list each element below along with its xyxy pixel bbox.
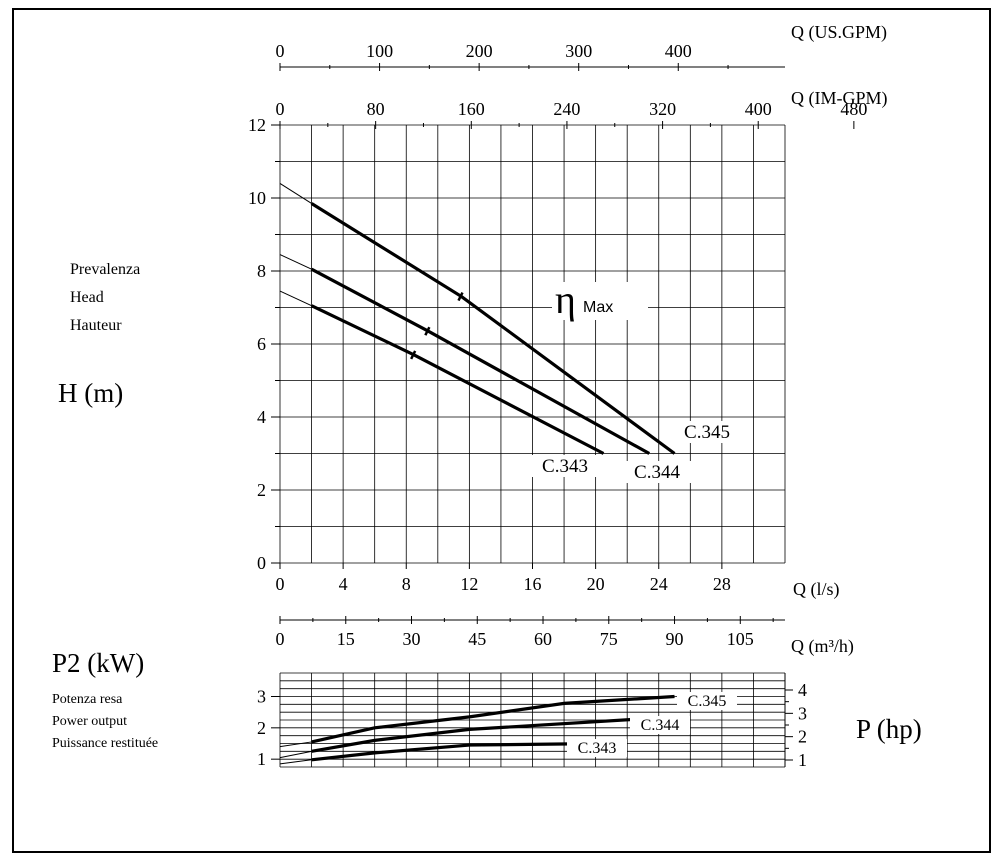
axis-tick-label-imgpm: 0 — [276, 99, 285, 119]
eta-max-marker-C.345 — [457, 291, 464, 302]
head-y-tick-label: 10 — [248, 188, 266, 208]
axis-tick-label-ls: 0 — [276, 574, 285, 594]
power-curve-label-bg — [677, 692, 737, 710]
power-label-block: Potenza resa Power output Puissance rest… — [52, 689, 158, 755]
power-y-tick-label: 3 — [257, 687, 266, 707]
power-label-en: Power output — [52, 714, 128, 729]
power-curve-C.345 — [311, 694, 675, 744]
head-curve-label-bg — [619, 461, 695, 483]
axis-tick-label-imgpm: 320 — [649, 99, 676, 119]
power-hp-tick-label: 3 — [798, 703, 807, 723]
axis-tick-label-ls: 4 — [339, 574, 348, 594]
power-curve-C.344 — [311, 716, 650, 753]
axis-tick-label-imgpm: 160 — [458, 99, 485, 119]
head-y-tick-label: 4 — [257, 407, 266, 427]
head-label-en: Head — [70, 289, 104, 306]
power-y-tick-label: 2 — [257, 718, 266, 738]
head-y-tick-label: 8 — [257, 261, 266, 281]
axis-tick-label-imgpm: 240 — [553, 99, 580, 119]
axis-label-ls: Q (l/s) — [793, 579, 840, 600]
axis-tick-label-imgpm: 400 — [745, 99, 772, 119]
power-hp-tick-label: 4 — [798, 680, 807, 700]
head-curve-label-C.343: C.343 — [542, 456, 588, 477]
axis-tick-label-m3h: 60 — [534, 629, 552, 649]
head-curve-thin-C.343 — [279, 290, 312, 307]
axis-tick-label-m3h: 105 — [727, 629, 754, 649]
axis-tick-label-m3h: 45 — [468, 629, 486, 649]
axis-label-imgpm: Q (IM-GPM) — [791, 88, 888, 109]
power-curve-label-C.344: C.344 — [641, 717, 680, 734]
axis-tick-label-usgpm: 100 — [366, 41, 393, 61]
head-label-block: Prevalenza Head Hauteur — [70, 256, 140, 340]
head-curve-label-C.345: C.345 — [684, 422, 730, 443]
eta-max-marker-C.343 — [410, 350, 417, 360]
power-label-fr: Puissance restituée — [52, 736, 159, 751]
power-curve-thin-C.343 — [279, 759, 312, 765]
axis-tick-label-imgpm: 80 — [367, 99, 385, 119]
eta-max-marker-C.344 — [424, 326, 431, 336]
axis-tick-label-m3h: 0 — [276, 629, 285, 649]
power-curve-label-bg — [567, 739, 627, 757]
axis-tick-label-m3h: 90 — [666, 629, 684, 649]
power-hp-tick-label: 2 — [798, 727, 807, 747]
head-y-tick-label: 2 — [257, 480, 266, 500]
axis-tick-label-usgpm: 0 — [276, 41, 285, 61]
head-curve-thin-C.345 — [279, 182, 312, 204]
power-curve-thin-C.344 — [279, 750, 312, 759]
head-curve-C.345 — [310, 202, 676, 455]
power-curve-C.343 — [311, 741, 604, 762]
axis-tick-label-m3h: 75 — [600, 629, 618, 649]
power-curve-label-bg — [630, 716, 690, 734]
head-y-tick-label: 12 — [248, 115, 266, 135]
power-label-it: Potenza resa — [52, 692, 123, 707]
axis-tick-label-usgpm: 200 — [466, 41, 493, 61]
power-hp-label: P (hp) — [856, 714, 922, 744]
head-y-tick-label: 6 — [257, 334, 266, 354]
head-curve-label-bg — [669, 421, 745, 443]
axis-label-m3h: Q (m³/h) — [791, 636, 854, 657]
axis-tick-label-m3h: 15 — [337, 629, 355, 649]
axis-tick-label-usgpm: 300 — [565, 41, 592, 61]
eta-symbol: η — [555, 277, 576, 322]
head-curve-thin-C.344 — [279, 254, 312, 270]
axis-tick-label-m3h: 30 — [403, 629, 421, 649]
head-label-it: Prevalenza — [70, 261, 141, 278]
axis-tick-label-ls: 12 — [460, 574, 478, 594]
eta-max-label-bg — [552, 282, 648, 320]
axis-label-usgpm: Q (US.GPM) — [791, 22, 887, 43]
axis-tick-label-ls: 28 — [713, 574, 731, 594]
power-hp-tick-label: 1 — [798, 750, 807, 770]
head-curve-label-C.344: C.344 — [634, 462, 680, 483]
power-y-tick-label: 1 — [257, 749, 266, 769]
head-curve-label-bg — [527, 455, 603, 477]
power-curve-label-C.343: C.343 — [578, 740, 617, 757]
axis-tick-label-usgpm: 400 — [665, 41, 692, 61]
eta-subscript: Max — [583, 299, 613, 316]
power-curve-label-C.345: C.345 — [688, 693, 727, 710]
head-y-tick-label: 0 — [257, 553, 266, 573]
head-label-fr: Hauteur — [70, 317, 122, 334]
axis-tick-label-ls: 20 — [587, 574, 605, 594]
axis-tick-label-imgpm: 480 — [840, 99, 867, 119]
power-unit-label: P2 (kW) — [52, 648, 145, 678]
head-curve-C.343 — [310, 304, 605, 455]
axis-tick-label-ls: 24 — [650, 574, 668, 594]
axis-tick-label-ls: 8 — [402, 574, 411, 594]
axis-tick-label-ls: 16 — [524, 574, 542, 594]
power-curve-thin-C.345 — [279, 741, 312, 748]
head-unit-label: H (m) — [58, 378, 124, 408]
